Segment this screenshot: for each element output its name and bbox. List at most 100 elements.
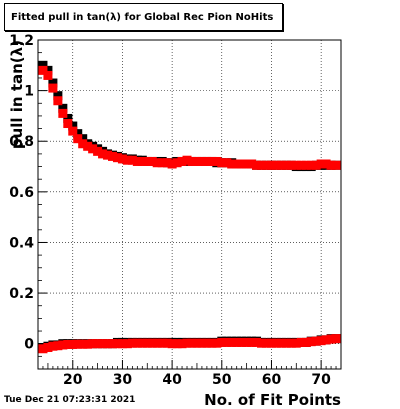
- data-point: [291, 338, 301, 348]
- data-point: [202, 156, 212, 166]
- data-point: [286, 160, 296, 170]
- data-point: [73, 339, 83, 349]
- data-point: [217, 337, 227, 347]
- data-point: [172, 339, 182, 349]
- data-point: [321, 335, 331, 345]
- data-point: [68, 121, 78, 131]
- data-point: [252, 337, 262, 347]
- data-point: [108, 339, 118, 349]
- data-point: [271, 160, 281, 170]
- data-point: [296, 337, 306, 347]
- timestamp: Tue Dec 21 07:23:31 2021: [4, 395, 136, 405]
- data-point: [276, 160, 286, 170]
- x-tick-label: 40: [162, 372, 182, 388]
- data-point: [53, 341, 63, 351]
- data-point: [48, 83, 58, 93]
- data-point: [157, 338, 167, 348]
- data-point: [202, 338, 212, 348]
- data-point: [58, 103, 68, 113]
- data-point: [43, 65, 53, 75]
- data-point: [276, 338, 286, 348]
- data-point: [152, 158, 162, 168]
- x-tick-label: 60: [262, 372, 282, 388]
- data-point: [78, 134, 88, 144]
- data-point: [103, 339, 113, 349]
- data-point: [147, 156, 157, 166]
- data-point: [112, 339, 122, 349]
- data-point: [78, 139, 88, 149]
- data-point: [88, 144, 98, 154]
- data-point: [266, 160, 276, 170]
- data-point: [187, 156, 197, 166]
- data-point: [48, 78, 58, 88]
- data-point: [192, 338, 202, 348]
- data-point: [93, 146, 103, 156]
- data-point: [242, 337, 252, 347]
- data-point: [167, 339, 177, 349]
- data-point: [157, 158, 167, 168]
- data-point: [122, 155, 132, 165]
- x-tick-label: 20: [63, 372, 83, 388]
- chart-title: Fitted pull in tan(λ) for Global Rec Pio…: [4, 3, 283, 31]
- data-point: [73, 129, 83, 139]
- data-point: [232, 337, 242, 347]
- data-point: [266, 338, 276, 348]
- data-point: [68, 126, 78, 136]
- data-point: [197, 156, 207, 166]
- data-point: [271, 338, 281, 348]
- data-point: [197, 338, 207, 348]
- data-point: [58, 340, 68, 350]
- data-point: [38, 344, 48, 354]
- data-point: [63, 113, 73, 123]
- y-tick-label: 0.6: [9, 185, 34, 201]
- data-point: [306, 337, 316, 347]
- data-point: [142, 338, 152, 348]
- data-point: [207, 156, 217, 166]
- data-point: [281, 160, 291, 170]
- data-point: [108, 151, 118, 161]
- data-point: [311, 336, 321, 346]
- data-point: [38, 60, 48, 70]
- data-point: [261, 338, 271, 348]
- data-point: [182, 338, 192, 348]
- data-point: [232, 159, 242, 169]
- x-tick-label: 30: [113, 372, 133, 388]
- data-point: [93, 339, 103, 349]
- data-point: [137, 156, 147, 166]
- data-point: [132, 338, 142, 348]
- data-point: [237, 337, 247, 347]
- data-point: [48, 341, 58, 351]
- data-point: [326, 334, 336, 344]
- data-point: [192, 156, 202, 166]
- data-point: [63, 339, 73, 349]
- data-point: [301, 160, 311, 170]
- data-point: [127, 155, 137, 165]
- data-point: [53, 96, 63, 106]
- data-point: [78, 339, 88, 349]
- data-point: [177, 156, 187, 166]
- data-point: [182, 155, 192, 165]
- data-point: [217, 158, 227, 168]
- data-point: [172, 158, 182, 168]
- data-point: [301, 337, 311, 347]
- data-point: [331, 334, 341, 344]
- data-point: [98, 149, 108, 159]
- data-point: [261, 160, 271, 170]
- data-point: [137, 338, 147, 348]
- data-point: [43, 342, 53, 352]
- data-point: [222, 158, 232, 168]
- data-point: [127, 338, 137, 348]
- data-point: [227, 337, 237, 347]
- y-tick-label: 0: [24, 337, 34, 353]
- data-point: [112, 153, 122, 163]
- data-point: [321, 159, 331, 169]
- data-point: [247, 337, 257, 347]
- data-point: [122, 339, 132, 349]
- data-point: [306, 160, 316, 170]
- data-point: [247, 159, 257, 169]
- data-point: [83, 339, 93, 349]
- data-point: [73, 134, 83, 144]
- data-point: [43, 70, 53, 80]
- data-point: [117, 154, 127, 164]
- data-point: [257, 160, 267, 170]
